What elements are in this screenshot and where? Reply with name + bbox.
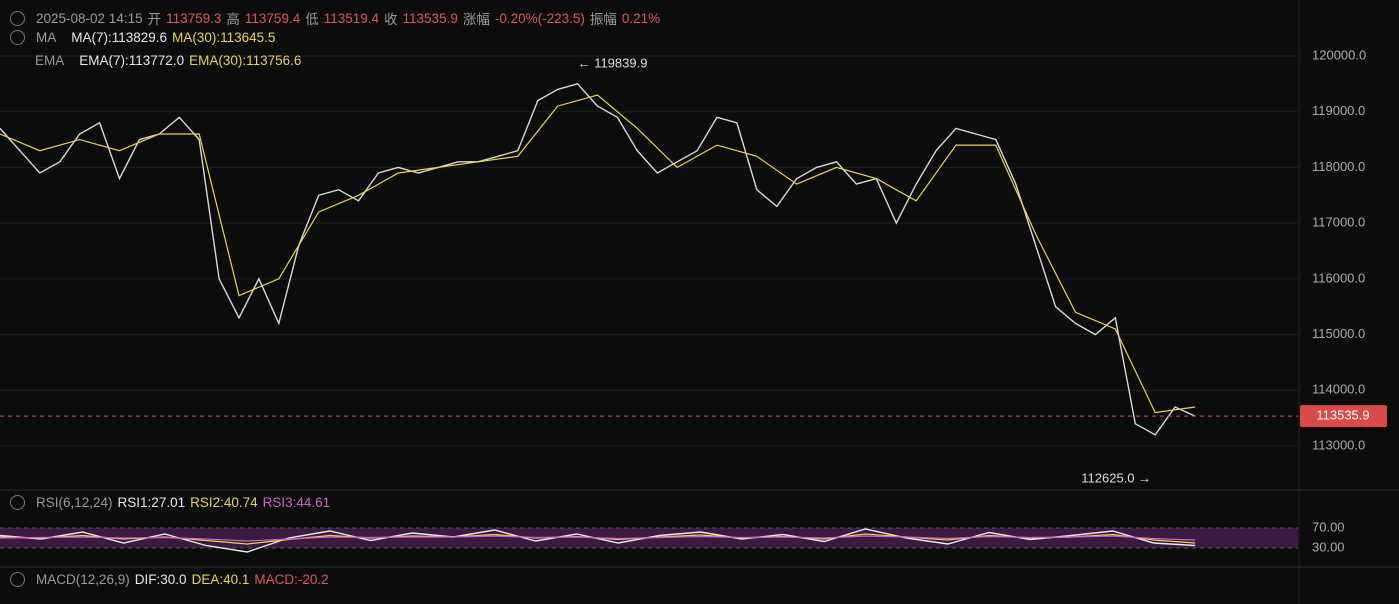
price-tag — [1300, 405, 1387, 428]
collapse-icon[interactable] — [10, 10, 25, 26]
indicator-value: RSI3:44.61 — [262, 495, 331, 510]
label: 高 — [226, 12, 240, 27]
y-tick-label: 120000.0 — [1312, 47, 1366, 62]
indicator-value: DEA:40.1 — [191, 572, 250, 587]
ohlc-bar: 2025-08-02 14:15 开 113759.3 高 113759.4 低 11… — [10, 8, 660, 28]
value: 113519.4 — [323, 10, 380, 26]
macd-bar: MACD(12,26,9) DIF:30.0 DEA:40.1 MACD:-20… — [10, 572, 329, 587]
price-tag-label: 113535.9 — [1316, 408, 1369, 423]
collapse-icon[interactable] — [10, 495, 25, 510]
ema-bar: EMA EMA(7):113772.0 EMA(30):113756.6 — [35, 53, 301, 68]
y-tick-label: 113000.0 — [1312, 437, 1365, 452]
y-tick-label: 30.00 — [1312, 539, 1345, 554]
indicator-value: MA(30):113645.5 — [172, 30, 276, 45]
y-tick-label: 116000.0 — [1312, 270, 1365, 285]
y-tick-label: 119000.0 — [1312, 103, 1365, 118]
label: 收 — [384, 12, 398, 27]
y-tick-label: 114000.0 — [1312, 382, 1365, 397]
y-tick-label: 70.00 — [1312, 519, 1345, 534]
value: 0.21% — [621, 10, 661, 26]
value: 113535.9 — [402, 10, 458, 26]
value: 113759.3 — [166, 10, 222, 26]
indicator-value: DIF:30.0 — [134, 572, 187, 587]
rsi-bar: RSI(6,12,24) RSI1:27.01 RSI2:40.74 RSI3:… — [10, 495, 330, 510]
y-tick-label: 115000.0 — [1312, 326, 1365, 341]
time: 2025-08-02 14:15 — [36, 10, 143, 26]
series-line — [0, 83, 1196, 436]
indicator-title: EMA — [35, 53, 65, 68]
indicator-title: MACD(12,26,9) — [36, 572, 130, 587]
value: 113759.4 — [244, 10, 301, 26]
y-tick-label: 117000.0 — [1312, 215, 1365, 230]
label: 振幅 — [589, 12, 617, 27]
collapse-icon[interactable] — [10, 30, 25, 45]
series-line — [0, 535, 1196, 542]
indicator-value: EMA(30):113756.6 — [189, 53, 302, 68]
indicator-value: RSI1:27.01 — [117, 495, 186, 510]
ma-bar: MA MA(7):113829.6 MA(30):113645.5 — [10, 30, 275, 45]
value: -0.20%(-223.5) — [494, 10, 585, 26]
indicator-value: EMA(7):113772.0 — [79, 53, 185, 68]
indicator-value: MACD:-20.2 — [254, 572, 329, 587]
indicator-value: RSI2:40.74 — [190, 495, 258, 510]
label: 涨幅 — [462, 12, 490, 27]
indicator-value: MA(7):113829.6 — [71, 30, 168, 45]
extreme-label: ← 119839.9 — [578, 55, 648, 70]
label: 低 — [305, 12, 319, 27]
label: 开 — [147, 12, 162, 27]
y-tick-label: 118000.0 — [1312, 159, 1365, 174]
extreme-label: 112625.0 → — [1081, 470, 1151, 485]
series-line — [0, 94, 1196, 414]
collapse-icon[interactable] — [10, 572, 25, 587]
indicator-title: RSI(6,12,24) — [36, 495, 113, 510]
indicator-title: MA — [36, 30, 57, 45]
